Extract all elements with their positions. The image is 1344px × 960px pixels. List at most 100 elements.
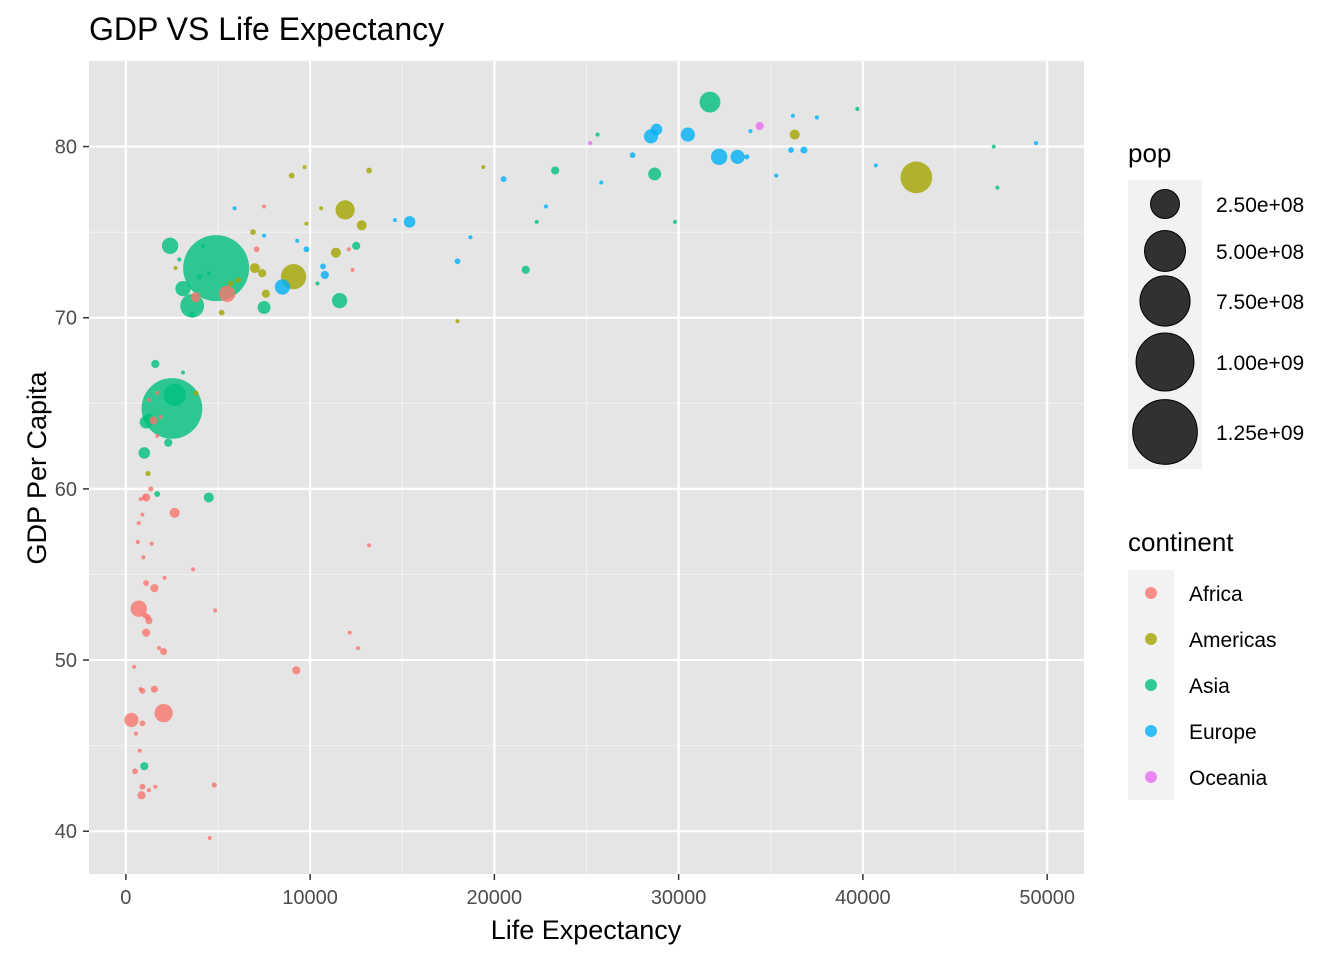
data-point-asia [995,185,1000,190]
data-point-americas [319,206,324,211]
data-point-americas [302,165,307,170]
data-point-africa [138,687,143,692]
data-point-europe [710,148,728,166]
data-point-europe [599,180,604,185]
data-point-asia [534,219,539,224]
x-tick-label: 0 [120,887,131,909]
data-point-africa [162,575,167,580]
data-point-asia [257,300,271,314]
data-point-oceania [588,141,593,146]
color-legend-key [1145,587,1157,599]
data-point-africa [133,731,138,736]
data-point-americas [258,269,267,278]
data-point-europe [873,163,878,168]
data-point-europe [303,246,310,253]
data-point-europe [788,147,794,153]
data-point-africa [141,555,146,560]
color-legend-key [1145,679,1157,691]
data-point-africa [139,720,146,727]
size-legend-label: 1.00e+09 [1216,352,1304,375]
color-legend-label: Asia [1189,675,1230,698]
y-tick-label: 70 [55,308,77,330]
color-legend-label: Europe [1189,721,1257,744]
size-legend-label: 5.00e+08 [1216,241,1304,264]
y-tick-label: 50 [55,650,77,672]
data-point-europe [403,216,416,228]
data-point-africa [140,512,145,517]
data-point-americas [235,277,242,283]
data-point-africa [148,486,154,492]
data-point-europe [232,206,237,211]
data-point-americas [481,165,486,170]
data-point-africa [213,608,218,613]
data-point-asia [315,281,320,286]
data-point-americas [455,319,460,324]
data-point-africa [132,664,137,669]
data-point-americas [789,129,800,140]
data-point-africa [139,783,146,790]
data-point-europe [800,146,808,154]
data-point-asia [331,292,348,309]
color-legend-key [1145,633,1157,645]
x-axis-ticks: 0 10000 20000 30000 40000 50000 [120,874,1075,909]
data-point-asia [855,106,860,111]
data-point-africa [153,784,158,789]
data-point-europe [320,270,329,280]
data-point-africa [169,507,180,518]
size-legend-label: 7.50e+08 [1216,291,1304,314]
data-point-europe [543,204,549,209]
data-point-africa [155,433,160,438]
color-legend-key [1145,771,1157,783]
data-point-americas [145,470,151,477]
x-tick-label: 20000 [467,887,523,909]
data-point-asia [175,280,191,297]
size-legend-key [1150,189,1180,219]
size-legend-key [1139,275,1191,327]
data-point-americas [366,167,372,174]
data-point-africa [262,204,267,209]
size-legend: pop 2.50e+08 5.00e+08 7.50e+08 1.00e+09 1.25… [1128,138,1304,469]
data-point-asia [648,167,662,181]
data-point-asia [521,265,530,274]
data-point-asia [196,274,203,280]
data-point-africa [149,541,154,546]
chart-title: GDP VS Life Expectancy [89,11,444,47]
data-point-asia [206,271,211,276]
data-point-africa [135,539,140,545]
data-points [124,91,1039,841]
data-point-europe [1034,141,1039,146]
data-point-europe [629,152,636,159]
data-point-africa [138,497,143,502]
data-point-asia [180,370,185,375]
data-point-africa [367,543,372,548]
color-legend-label: Americas [1189,629,1277,652]
size-legend-key [1144,230,1186,272]
y-tick-label: 40 [55,821,77,843]
data-point-africa [156,646,162,651]
data-point-asia [203,492,214,503]
data-point-americas [249,263,260,274]
size-legend-key [1135,332,1195,392]
x-tick-label: 10000 [282,887,338,909]
y-tick-label: 80 [55,137,77,159]
color-legend-key [1145,725,1157,737]
size-legend-key [1132,399,1198,465]
data-point-africa [149,416,158,425]
y-tick-label: 60 [55,479,77,501]
data-point-americas [335,200,355,220]
size-legend-title: pop [1128,138,1171,168]
data-point-asia [161,237,179,255]
data-point-asia [201,243,206,248]
color-legend: continent Africa Americas Asia Europe Oceani… [1128,527,1277,800]
color-legend-label: Oceania [1189,767,1268,790]
data-point-africa [146,397,151,402]
data-point-asia [183,235,250,302]
data-point-europe [680,127,695,142]
data-point-asia [164,438,173,447]
data-point-africa [137,748,142,753]
data-point-asia [352,241,361,250]
data-point-africa [130,600,147,617]
size-legend-label: 1.25e+09 [1216,422,1304,445]
data-point-africa [356,646,361,651]
